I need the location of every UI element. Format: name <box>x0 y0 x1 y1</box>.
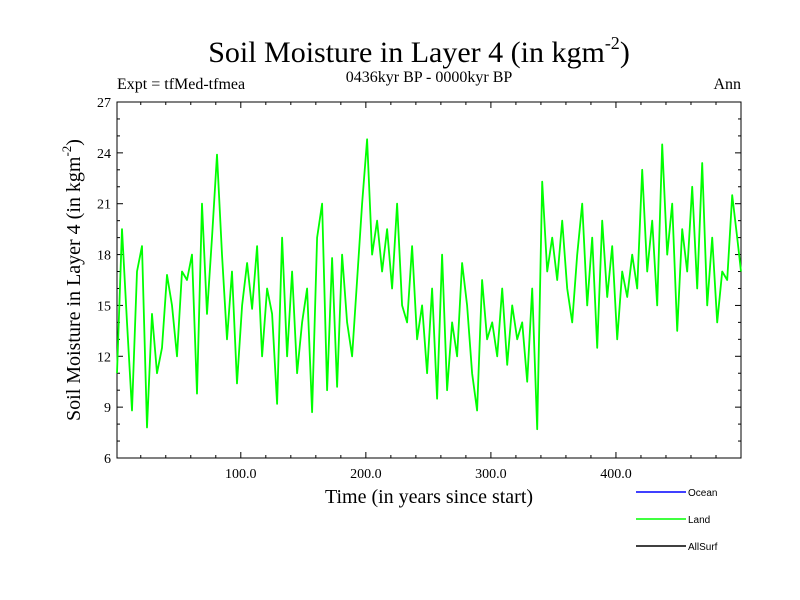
legend-label-allsurf: AllSurf <box>688 542 718 553</box>
y-tick-label: 12 <box>97 350 111 365</box>
y-tick-label: 18 <box>97 249 111 264</box>
y-tick-label: 9 <box>104 401 111 416</box>
series-line-land <box>116 138 742 431</box>
x-tick-label: 400.0 <box>600 467 632 482</box>
y-tick-label: 15 <box>97 299 111 314</box>
y-tick-label: 24 <box>97 147 111 162</box>
x-axis: 100.0 200.0 300.0 400.0 <box>140 102 717 482</box>
x-tick-label: 100.0 <box>225 467 257 482</box>
y-tick-label: 21 <box>97 198 111 213</box>
legend-label-land: Land <box>688 515 710 526</box>
period-label: 0436kyr BP - 0000kyr BP <box>346 69 513 86</box>
x-tick-label: 200.0 <box>350 467 382 482</box>
season-label: Ann <box>713 76 741 93</box>
y-axis: 6 9 12 15 18 21 24 27 <box>97 96 741 467</box>
x-axis-label: Time (in years since start) <box>325 486 533 508</box>
y-axis-label: Soil Moisture in Layer 4 (in kgm-2) <box>59 139 85 421</box>
x-tick-label: 300.0 <box>475 467 507 482</box>
chart-title: Soil Moisture in Layer 4 (in kgm-2) <box>208 33 630 69</box>
plot-frame <box>116 101 742 459</box>
experiment-label: Expt = tfMed-tfmea <box>117 76 245 93</box>
legend: Ocean Land AllSurf <box>636 488 718 553</box>
y-tick-label: 6 <box>104 452 111 467</box>
y-tick-label: 27 <box>97 96 111 111</box>
legend-label-ocean: Ocean <box>688 488 717 499</box>
series-layer <box>116 138 742 431</box>
